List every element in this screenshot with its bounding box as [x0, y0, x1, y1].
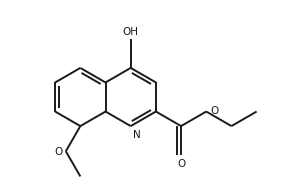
Text: OH: OH	[123, 27, 139, 37]
Text: N: N	[133, 130, 140, 140]
Text: O: O	[177, 159, 185, 169]
Text: O: O	[210, 106, 218, 116]
Text: O: O	[55, 147, 63, 157]
